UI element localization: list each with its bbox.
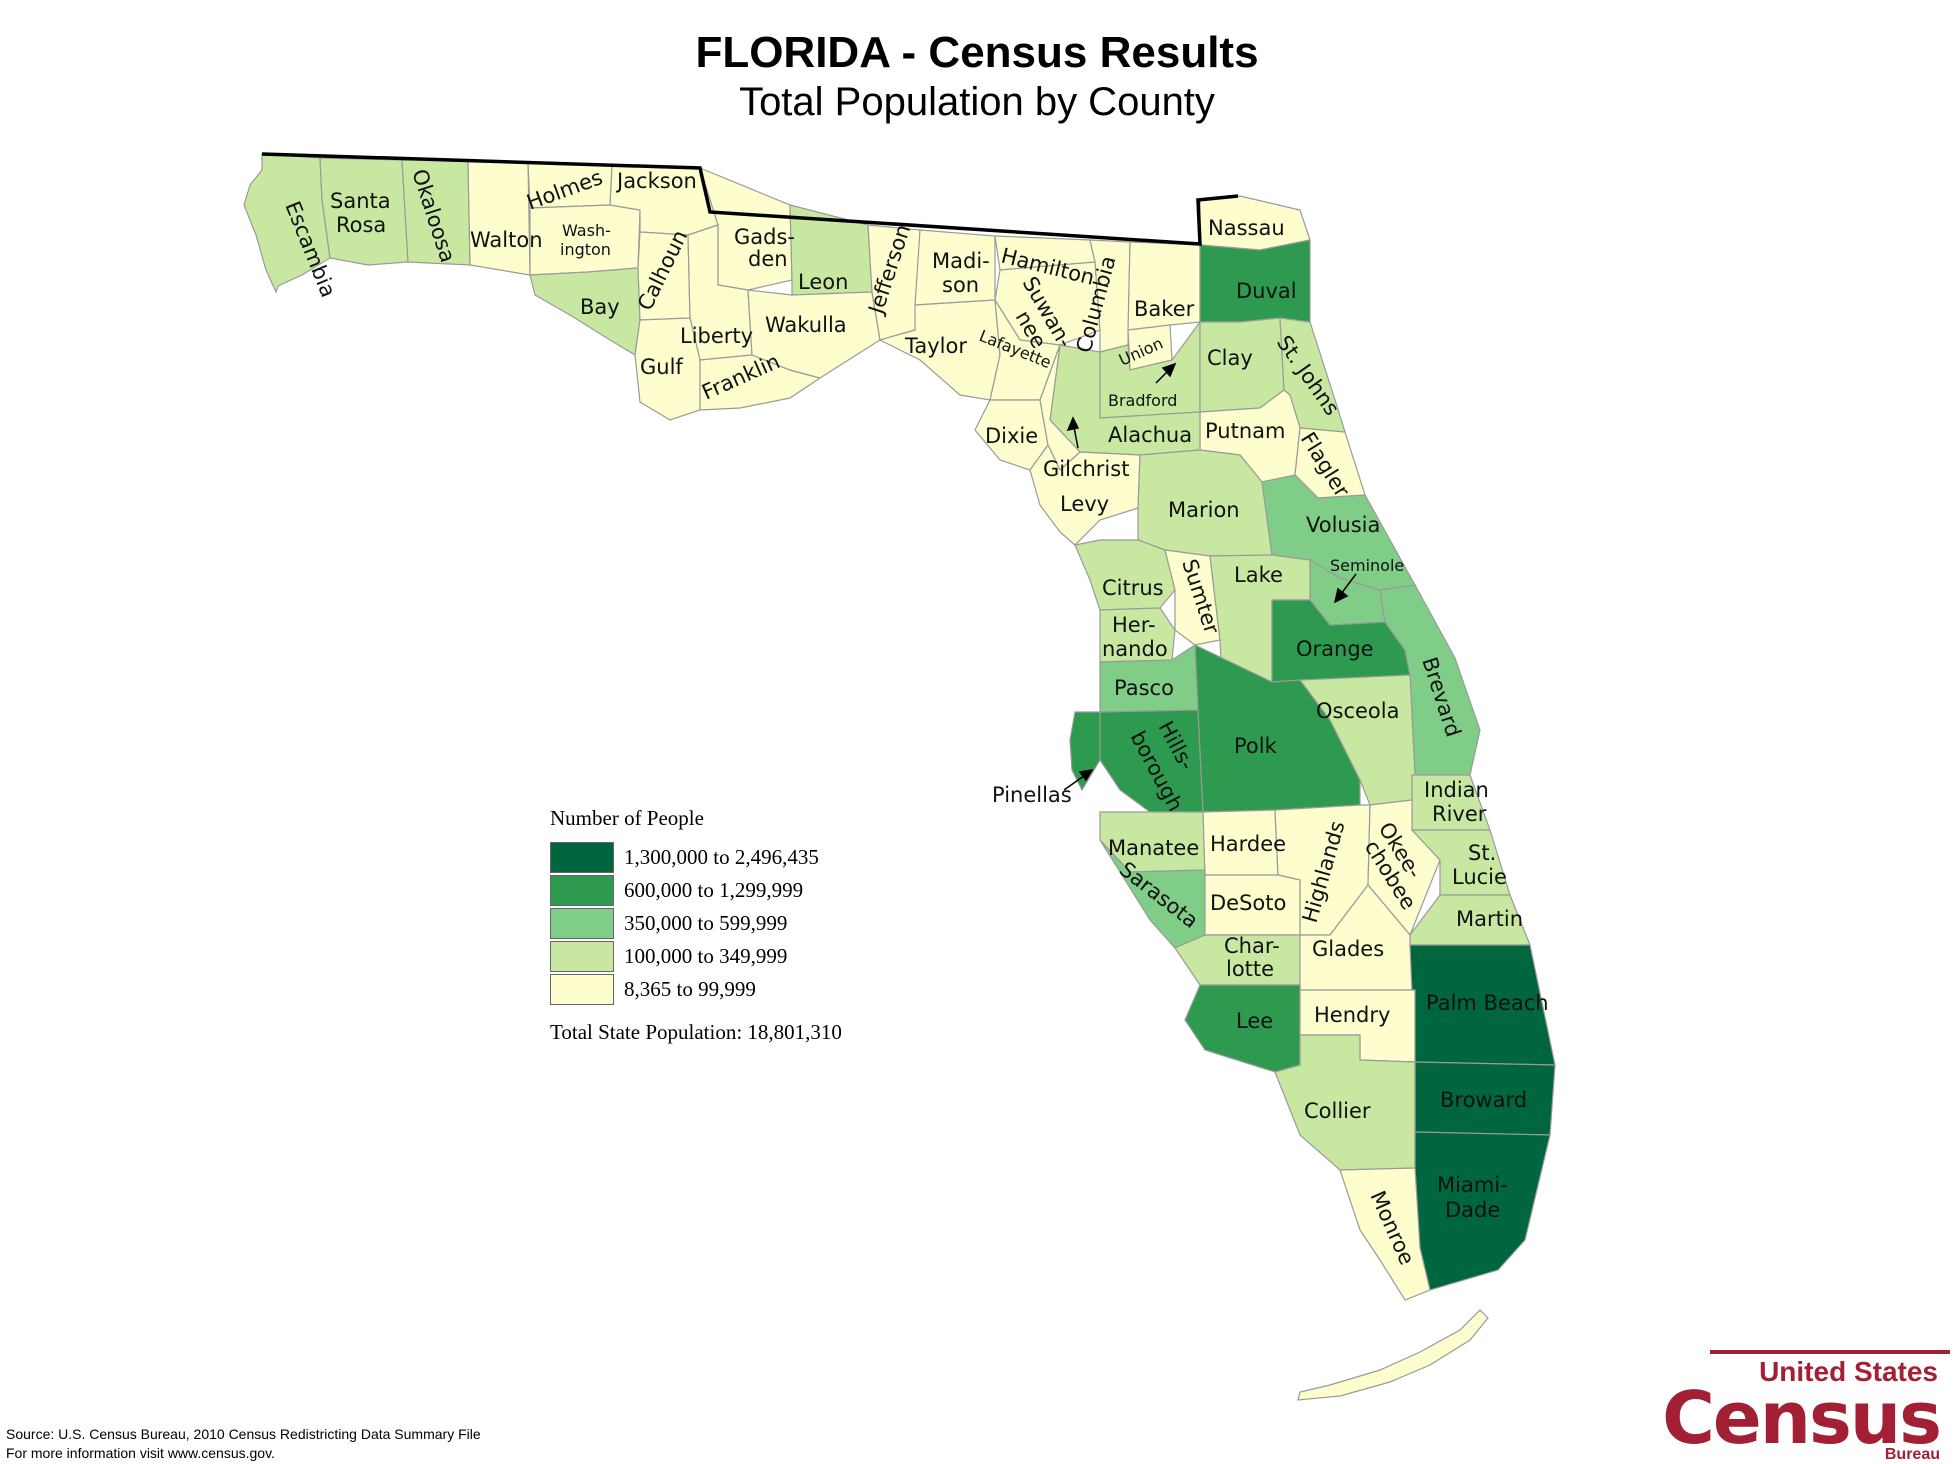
- label-hendry: Hendry: [1314, 1003, 1390, 1027]
- callout-arrows: [1063, 362, 1357, 791]
- label-indian-river-1: Indian: [1424, 778, 1489, 802]
- label-desoto: DeSoto: [1210, 891, 1286, 915]
- label-pinellas: Pinellas: [992, 783, 1072, 807]
- label-levy: Levy: [1060, 492, 1109, 516]
- label-hardee: Hardee: [1210, 832, 1286, 856]
- label-charlotte-1: Char-: [1224, 934, 1280, 958]
- label-washington-1: Wash-: [562, 221, 611, 240]
- legend-swatch-1: [550, 842, 614, 873]
- label-miami-dade-2: Dade: [1445, 1198, 1500, 1222]
- legend-label-3: 350,000 to 599,999: [624, 911, 788, 935]
- map-subtitle: Total Population by County: [739, 80, 1215, 124]
- logo-rule: [1710, 1350, 1950, 1354]
- label-gadsden-2: den: [748, 247, 788, 271]
- legend-label-1: 1,300,000 to 2,496,435: [624, 845, 819, 869]
- county-collier: [1274, 1034, 1416, 1171]
- label-st-lucie-1: St.: [1468, 841, 1496, 865]
- label-duval: Duval: [1236, 279, 1297, 303]
- label-glades: Glades: [1312, 937, 1384, 961]
- source-line-1: Source: U.S. Census Bureau, 2010 Census …: [6, 1426, 481, 1442]
- county-walton: [467, 159, 531, 276]
- legend-row-5: 8,365 to 99,999: [550, 973, 842, 1006]
- arrow-head-seminole: [1333, 587, 1349, 604]
- legend-row-4: 100,000 to 349,999: [550, 940, 842, 973]
- label-baker: Baker: [1134, 297, 1195, 321]
- label-broward: Broward: [1440, 1088, 1527, 1112]
- county-hernando: [1099, 607, 1176, 663]
- label-alachua: Alachua: [1108, 423, 1192, 447]
- legend-row-2: 600,000 to 1,299,999: [550, 874, 842, 907]
- source-line-2: For more information visit www.census.go…: [6, 1445, 275, 1461]
- label-osceola: Osceola: [1316, 699, 1400, 723]
- legend-swatch-3: [550, 908, 614, 939]
- label-orange: Orange: [1296, 637, 1374, 661]
- label-pasco: Pasco: [1114, 676, 1174, 700]
- county-desoto: [1204, 874, 1301, 936]
- label-madison-1: Madi-: [932, 249, 990, 273]
- county-monroe: [1339, 1167, 1431, 1301]
- florida-keys: [1297, 1309, 1489, 1401]
- county-wakulla: [747, 289, 881, 379]
- label-madison-2: son: [942, 273, 979, 297]
- county-gulf: [634, 317, 701, 421]
- legend-label-5: 8,365 to 99,999: [624, 977, 756, 1001]
- label-marion: Marion: [1168, 498, 1240, 522]
- label-dixie: Dixie: [985, 424, 1038, 448]
- map-legend: Number of People 1,300,000 to 2,496,435 …: [550, 806, 842, 1045]
- legend-row-3: 350,000 to 599,999: [550, 907, 842, 940]
- label-washington-2: ington: [560, 240, 611, 259]
- label-volusia: Volusia: [1306, 513, 1380, 537]
- legend-swatch-4: [550, 941, 614, 972]
- label-lake: Lake: [1234, 563, 1283, 587]
- label-hernando-2: nando: [1102, 637, 1168, 661]
- label-bradford: Bradford: [1108, 391, 1177, 410]
- label-bay: Bay: [580, 295, 620, 319]
- label-liberty: Liberty: [680, 324, 753, 348]
- label-st-lucie-2: Lucie: [1452, 865, 1507, 889]
- label-lee: Lee: [1236, 1009, 1273, 1033]
- arrow-head-gilchrist: [1066, 416, 1080, 432]
- label-martin: Martin: [1456, 907, 1523, 931]
- logo-united-states: United States: [1759, 1356, 1938, 1387]
- label-miami-dade-1: Miami-: [1437, 1173, 1508, 1197]
- label-gilchrist: Gilchrist: [1043, 457, 1129, 481]
- logo-bureau: Bureau: [1884, 1446, 1940, 1463]
- label-santa-rosa-2: Rosa: [336, 213, 386, 237]
- label-walton: Walton: [470, 228, 543, 252]
- label-santa-rosa-1: Santa: [330, 189, 391, 213]
- arrow-head-union: [1161, 362, 1177, 378]
- legend-swatch-2: [550, 875, 614, 906]
- legend-label-2: 600,000 to 1,299,999: [624, 878, 804, 902]
- label-manatee: Manatee: [1108, 836, 1199, 860]
- label-polk: Polk: [1234, 734, 1278, 758]
- label-seminole: Seminole: [1330, 556, 1404, 575]
- label-leon: Leon: [798, 270, 848, 294]
- label-clay: Clay: [1207, 346, 1253, 370]
- label-taylor: Taylor: [904, 334, 967, 358]
- legend-row-1: 1,300,000 to 2,496,435: [550, 841, 842, 874]
- label-gulf: Gulf: [640, 355, 683, 379]
- label-jackson: Jackson: [615, 169, 697, 193]
- legend-label-4: 100,000 to 349,999: [624, 944, 788, 968]
- legend-title: Number of People: [550, 806, 704, 830]
- arrow-head-pinellas: [1078, 768, 1094, 782]
- label-gadsden-1: Gads-: [734, 225, 795, 249]
- map-title: FLORIDA - Census Results: [695, 28, 1259, 77]
- state-boundary-north: [261, 152, 1239, 246]
- label-citrus: Citrus: [1102, 576, 1164, 600]
- logo-census: Census: [1662, 1376, 1942, 1460]
- total-state-population: Total State Population: 18,801,310: [550, 1020, 842, 1044]
- label-wakulla: Wakulla: [765, 313, 847, 337]
- label-collier: Collier: [1304, 1099, 1371, 1123]
- label-putnam: Putnam: [1205, 419, 1285, 443]
- label-nassau: Nassau: [1208, 216, 1285, 240]
- label-hernando-1: Her-: [1112, 613, 1156, 637]
- label-indian-river-2: River: [1432, 802, 1487, 826]
- census-bureau-logo: United States Census Bureau: [1662, 1350, 1950, 1463]
- legend-swatch-5: [550, 974, 614, 1005]
- label-charlotte-2: lotte: [1226, 957, 1274, 981]
- label-palm-beach: Palm Beach: [1426, 991, 1549, 1015]
